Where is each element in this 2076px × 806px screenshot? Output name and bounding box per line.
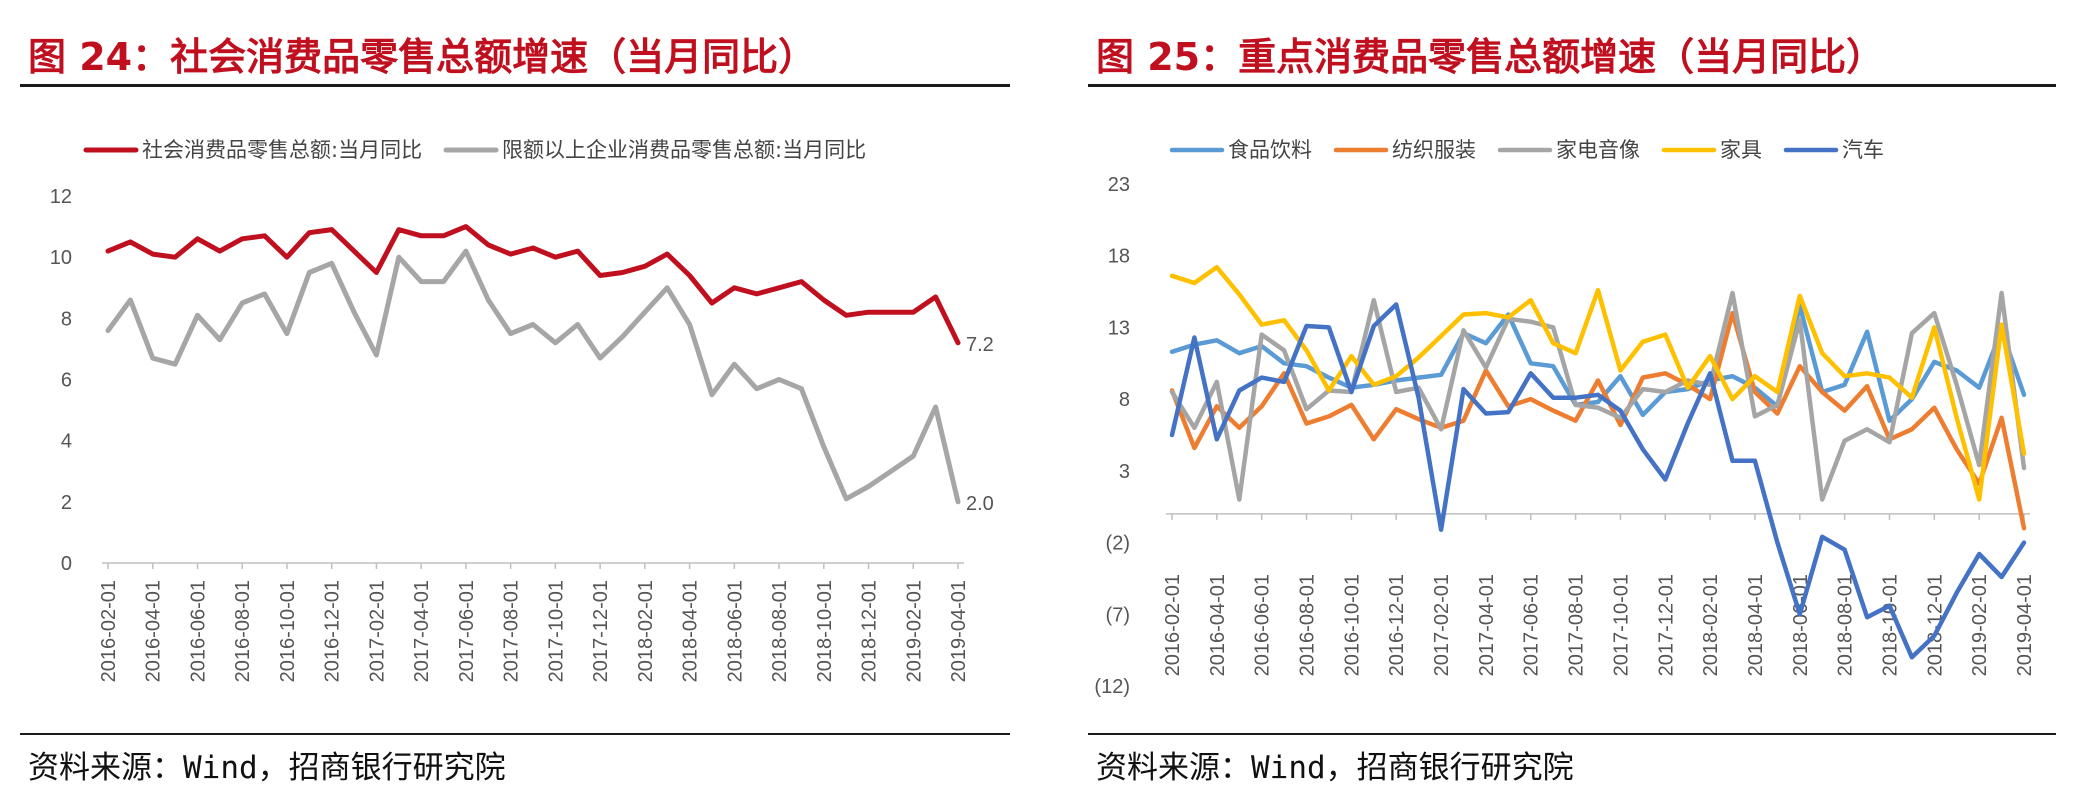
series-line xyxy=(1169,310,2027,531)
source-note: 资料来源：Wind，招商银行研究院 xyxy=(1096,750,1574,786)
x-tick-label: 2017-08-01 xyxy=(1566,574,1588,676)
x-tick-label: 2016-06-01 xyxy=(1252,574,1274,676)
legend-label: 汽车 xyxy=(1842,138,1884,162)
source-note: 资料来源：Wind，招商银行研究院 xyxy=(28,750,506,786)
x-tick-label: 2019-04-01 xyxy=(948,580,970,682)
figure-title: 图 25：重点消费品零售总额增速（当月同比） xyxy=(1096,35,1885,79)
data-label: 7.2 xyxy=(966,334,994,356)
x-tick-label: 2017-12-01 xyxy=(1655,574,1677,676)
legend-label: 限额以上企业消费品零售总额:当月同比 xyxy=(502,138,866,162)
series-line xyxy=(105,224,961,346)
y-tick-label: 6 xyxy=(61,370,72,392)
y-tick-label: 8 xyxy=(61,308,72,330)
y-tick-label: (7) xyxy=(1106,604,1130,626)
legend-label: 纺织服装 xyxy=(1392,138,1476,162)
x-tick-label: 2017-04-01 xyxy=(411,580,433,682)
x-tick-label: 2017-02-01 xyxy=(366,580,388,682)
chart-panel-right: 图 25：重点消费品零售总额增速（当月同比） 23 18 13 8 3 (2) (7) (12… xyxy=(1068,0,2076,806)
x-tick-label: 2018-08-01 xyxy=(769,580,791,682)
line-chart-retail-sales: 0 2 4 6 8 10 12 2016-02-01 2016-04-01 2016-06-01 2… xyxy=(50,138,994,682)
x-tick-label: 2017-06-01 xyxy=(456,580,478,682)
y-tick-label: 10 xyxy=(50,247,72,269)
y-tick-label: 13 xyxy=(1108,317,1130,339)
x-tick-label: 2017-04-01 xyxy=(1476,574,1498,676)
x-tick-label: 2017-06-01 xyxy=(1521,574,1543,676)
y-tick-label: (12) xyxy=(1094,676,1130,698)
x-tick-label: 2017-10-01 xyxy=(1610,574,1632,676)
x-tick-label: 2016-08-01 xyxy=(232,580,254,682)
y-tick-label: 3 xyxy=(1119,461,1130,483)
x-tick-label: 2016-10-01 xyxy=(1341,574,1363,676)
series-line xyxy=(1169,303,2027,423)
x-tick-label: 2017-08-01 xyxy=(501,580,523,682)
series-line xyxy=(1169,264,2027,502)
x-tick-label: 2016-12-01 xyxy=(322,580,344,682)
footer-rule xyxy=(1088,733,2056,735)
legend-label: 家电音像 xyxy=(1556,138,1640,162)
legend-label: 社会消费品零售总额:当月同比 xyxy=(142,138,422,162)
x-tick-label: 2016-04-01 xyxy=(143,580,165,682)
x-tick-label: 2019-02-01 xyxy=(1969,574,1991,676)
x-tick-label: 2018-08-01 xyxy=(1835,574,1857,676)
y-tick-label: (2) xyxy=(1106,533,1130,555)
series-line xyxy=(105,248,961,505)
x-tick-label: 2018-02-01 xyxy=(635,580,657,682)
title-rule xyxy=(1088,84,2056,87)
footer-rule xyxy=(20,733,1010,735)
x-tick-label: 2016-06-01 xyxy=(187,580,209,682)
x-tick-label: 2017-10-01 xyxy=(545,580,567,682)
y-tick-label: 8 xyxy=(1119,389,1130,411)
x-tick-label: 2018-10-01 xyxy=(814,580,836,682)
x-tick-label: 2018-04-01 xyxy=(680,580,702,682)
legend-label: 食品饮料 xyxy=(1228,138,1312,162)
x-tick-label: 2016-02-01 xyxy=(1162,574,1184,676)
x-tick-label: 2018-12-01 xyxy=(859,580,881,682)
y-tick-label: 0 xyxy=(61,553,72,575)
x-tick-label: 2018-06-01 xyxy=(724,580,746,682)
x-tick-label: 2017-02-01 xyxy=(1431,574,1453,676)
x-tick-label: 2018-12-01 xyxy=(1924,574,1946,676)
x-tick-label: 2018-04-01 xyxy=(1745,574,1767,676)
x-tick-label: 2016-10-01 xyxy=(277,580,299,682)
y-tick-label: 12 xyxy=(50,186,72,208)
y-tick-label: 4 xyxy=(61,431,72,453)
series-line xyxy=(1169,302,2027,660)
x-tick-label: 2016-02-01 xyxy=(98,580,120,682)
y-tick-label: 18 xyxy=(1108,246,1130,268)
x-tick-label: 2019-02-01 xyxy=(903,580,925,682)
x-tick-label: 2018-02-01 xyxy=(1700,574,1722,676)
data-label: 2.0 xyxy=(966,493,994,515)
title-rule xyxy=(20,84,1010,87)
x-tick-label: 2016-12-01 xyxy=(1386,574,1408,676)
legend-label: 家具 xyxy=(1720,138,1762,162)
y-tick-label: 23 xyxy=(1108,174,1130,196)
figure-title: 图 24：社会消费品零售总额增速（当月同比） xyxy=(28,35,817,79)
x-tick-label: 2016-08-01 xyxy=(1297,574,1319,676)
x-tick-label: 2016-04-01 xyxy=(1207,574,1229,676)
chart-panel-left: 图 24：社会消费品零售总额增速（当月同比） 0 2 4 6 8 10 12 2016-02-… xyxy=(0,0,1030,806)
x-tick-label: 2017-12-01 xyxy=(590,580,612,682)
y-tick-label: 2 xyxy=(61,492,72,514)
x-tick-label: 2019-04-01 xyxy=(2014,574,2036,676)
series-line xyxy=(1169,290,2027,502)
line-chart-key-goods: 23 18 13 8 3 (2) (7) (12) 2016-02-01 2016-04-01 20… xyxy=(1094,138,2036,698)
x-tick-label: 2018-10-01 xyxy=(1879,574,1901,676)
